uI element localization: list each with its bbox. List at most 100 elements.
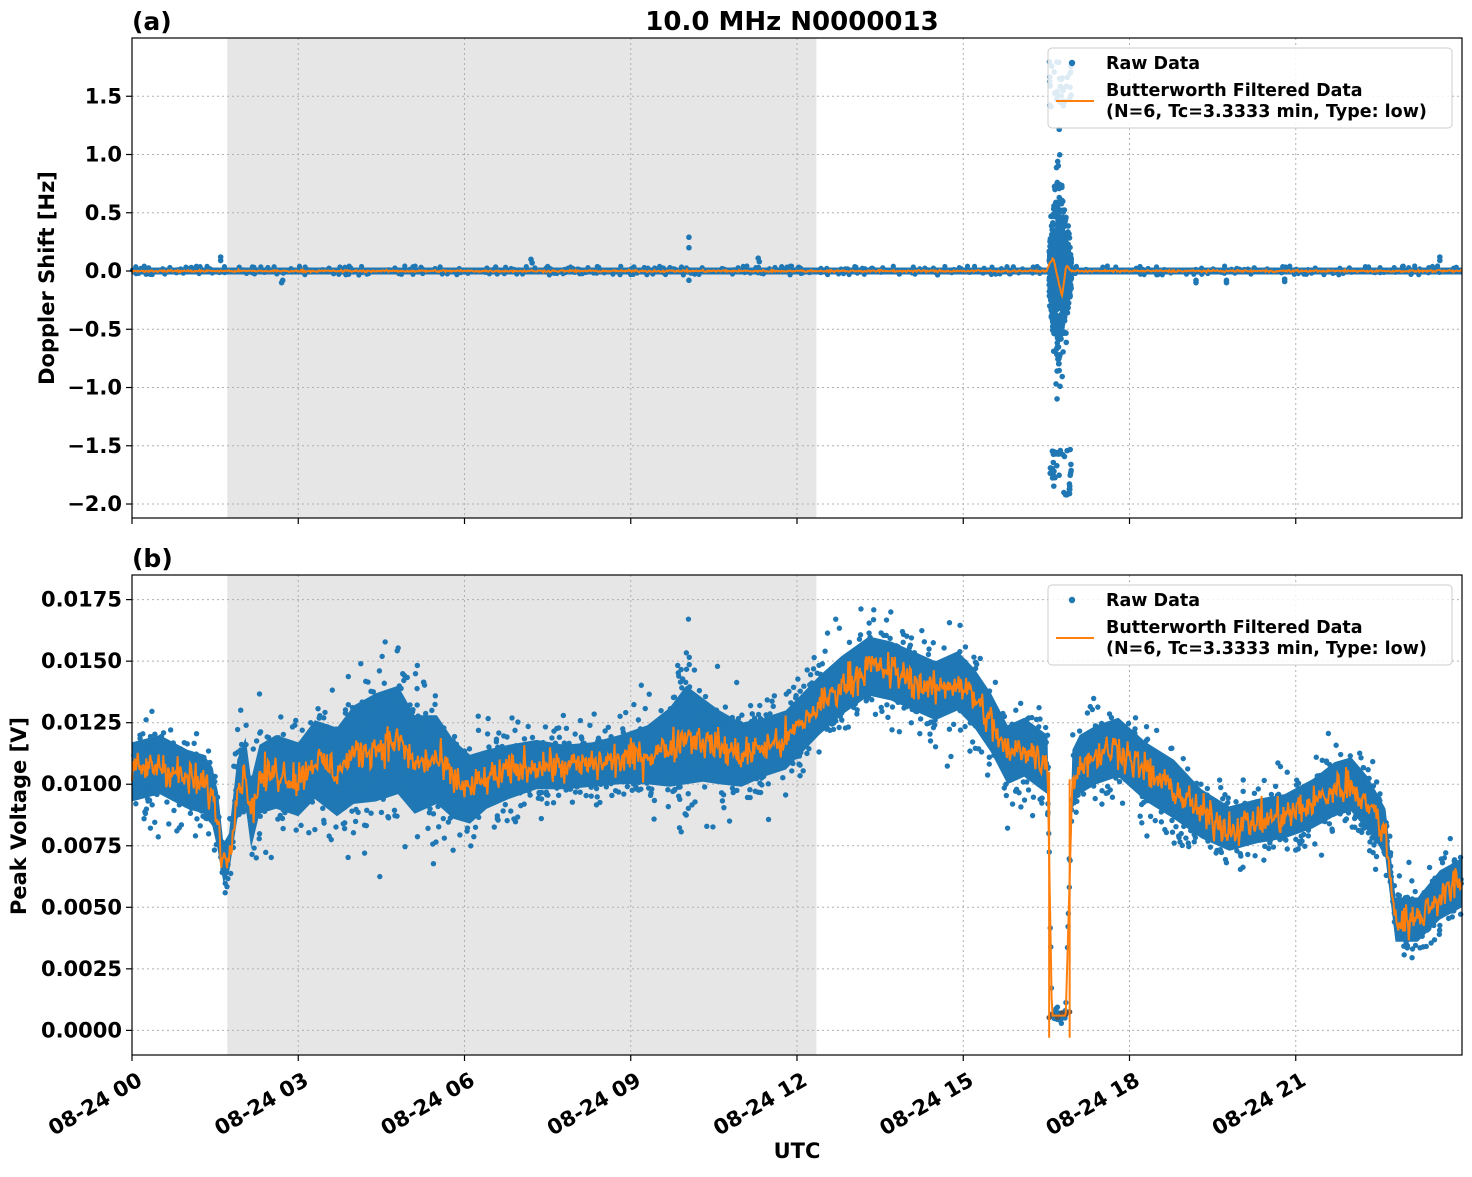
raw-data-point — [1281, 276, 1288, 282]
raw-data-point — [1183, 835, 1189, 841]
raw-data-point — [391, 807, 398, 814]
raw-data-point — [1054, 368, 1060, 374]
raw-data-point — [978, 749, 985, 755]
raw-data-point — [1012, 758, 1019, 765]
raw-data-point — [971, 654, 977, 660]
raw-data-point — [572, 789, 579, 795]
raw-data-point — [1159, 272, 1165, 278]
raw-data-point — [685, 773, 691, 779]
raw-data-point — [929, 695, 935, 701]
raw-data-point — [967, 720, 974, 726]
raw-data-point — [678, 264, 685, 270]
raw-data-point — [1054, 245, 1061, 251]
raw-data-point — [930, 724, 937, 731]
raw-data-point — [881, 689, 887, 695]
raw-data-point — [257, 730, 263, 736]
raw-data-point — [735, 715, 742, 722]
raw-data-point — [858, 658, 864, 665]
raw-data-point — [153, 784, 159, 791]
raw-data-point — [1044, 732, 1051, 738]
raw-data-point — [1306, 787, 1312, 793]
raw-data-point — [525, 723, 531, 730]
raw-data-point — [231, 763, 237, 769]
raw-data-point — [845, 724, 852, 730]
raw-data-point — [650, 271, 656, 277]
raw-data-point — [986, 688, 993, 694]
raw-data-point — [253, 855, 259, 861]
raw-data-point — [608, 741, 615, 747]
raw-data-point — [1056, 472, 1062, 479]
raw-data-point — [1052, 279, 1059, 286]
raw-data-point — [832, 674, 839, 680]
raw-data-point — [302, 264, 308, 270]
raw-data-point — [345, 722, 351, 728]
raw-data-point — [1137, 813, 1143, 819]
raw-data-point — [1312, 841, 1318, 847]
raw-data-point — [618, 772, 625, 779]
raw-data-point — [600, 772, 607, 778]
raw-data-point — [251, 845, 257, 851]
raw-data-point — [1055, 294, 1061, 301]
raw-data-point — [420, 270, 426, 277]
raw-data-point — [450, 738, 456, 744]
raw-data-point — [1442, 904, 1449, 910]
raw-data-point — [436, 824, 442, 830]
raw-data-point — [1362, 788, 1369, 795]
raw-data-point — [577, 717, 584, 724]
raw-data-point — [134, 780, 141, 786]
raw-data-point — [971, 716, 977, 722]
raw-data-point — [1056, 152, 1063, 158]
raw-data-point — [808, 736, 815, 742]
raw-data-point — [207, 759, 213, 766]
raw-data-point — [152, 819, 158, 825]
raw-data-point — [502, 264, 509, 270]
raw-data-point — [846, 653, 852, 660]
raw-data-point — [912, 271, 918, 277]
raw-data-point — [683, 679, 689, 685]
raw-data-point — [147, 733, 154, 740]
raw-data-point — [368, 688, 374, 695]
raw-data-point — [321, 820, 327, 826]
raw-data-point — [1121, 739, 1127, 745]
raw-data-point — [572, 731, 578, 737]
raw-data-point — [801, 683, 807, 689]
raw-data-point — [363, 712, 370, 719]
raw-data-point — [399, 775, 405, 781]
raw-data-point — [410, 264, 416, 270]
panel-a: −2.0 −1.5 −1.0 −0.5 0.0 0.5 1.0 1.5 (a) Doppler… — [35, 7, 1463, 524]
raw-data-point — [946, 620, 953, 626]
raw-data-point — [464, 828, 470, 834]
raw-data-point — [608, 733, 614, 740]
raw-data-point — [290, 791, 296, 797]
raw-data-point — [154, 791, 160, 798]
raw-data-point — [517, 782, 523, 788]
raw-data-point — [726, 818, 733, 824]
raw-data-point — [358, 661, 364, 667]
raw-data-point — [701, 784, 708, 790]
raw-data-point — [621, 791, 627, 797]
raw-data-point — [372, 721, 378, 727]
raw-data-point — [846, 271, 852, 278]
raw-data-point — [878, 630, 884, 636]
raw-data-point — [184, 741, 190, 747]
raw-data-point — [623, 736, 629, 743]
raw-data-point — [924, 659, 931, 666]
raw-data-point — [1442, 874, 1448, 880]
raw-data-point — [807, 672, 814, 678]
raw-data-point — [705, 706, 711, 712]
raw-data-point — [675, 662, 681, 669]
raw-data-point — [972, 745, 979, 752]
raw-data-point — [458, 749, 464, 755]
x-tick-label: 08-24 18 — [1042, 1068, 1144, 1141]
raw-data-point — [1009, 721, 1015, 727]
raw-data-point — [856, 636, 863, 642]
raw-data-point — [268, 801, 274, 807]
raw-data-point — [645, 767, 652, 774]
raw-data-point — [349, 704, 356, 711]
raw-data-point — [1324, 813, 1330, 820]
raw-data-point — [257, 813, 263, 819]
raw-data-point — [394, 715, 401, 721]
raw-data-point — [1243, 801, 1249, 807]
raw-data-point — [342, 787, 348, 793]
raw-data-point — [482, 793, 489, 800]
